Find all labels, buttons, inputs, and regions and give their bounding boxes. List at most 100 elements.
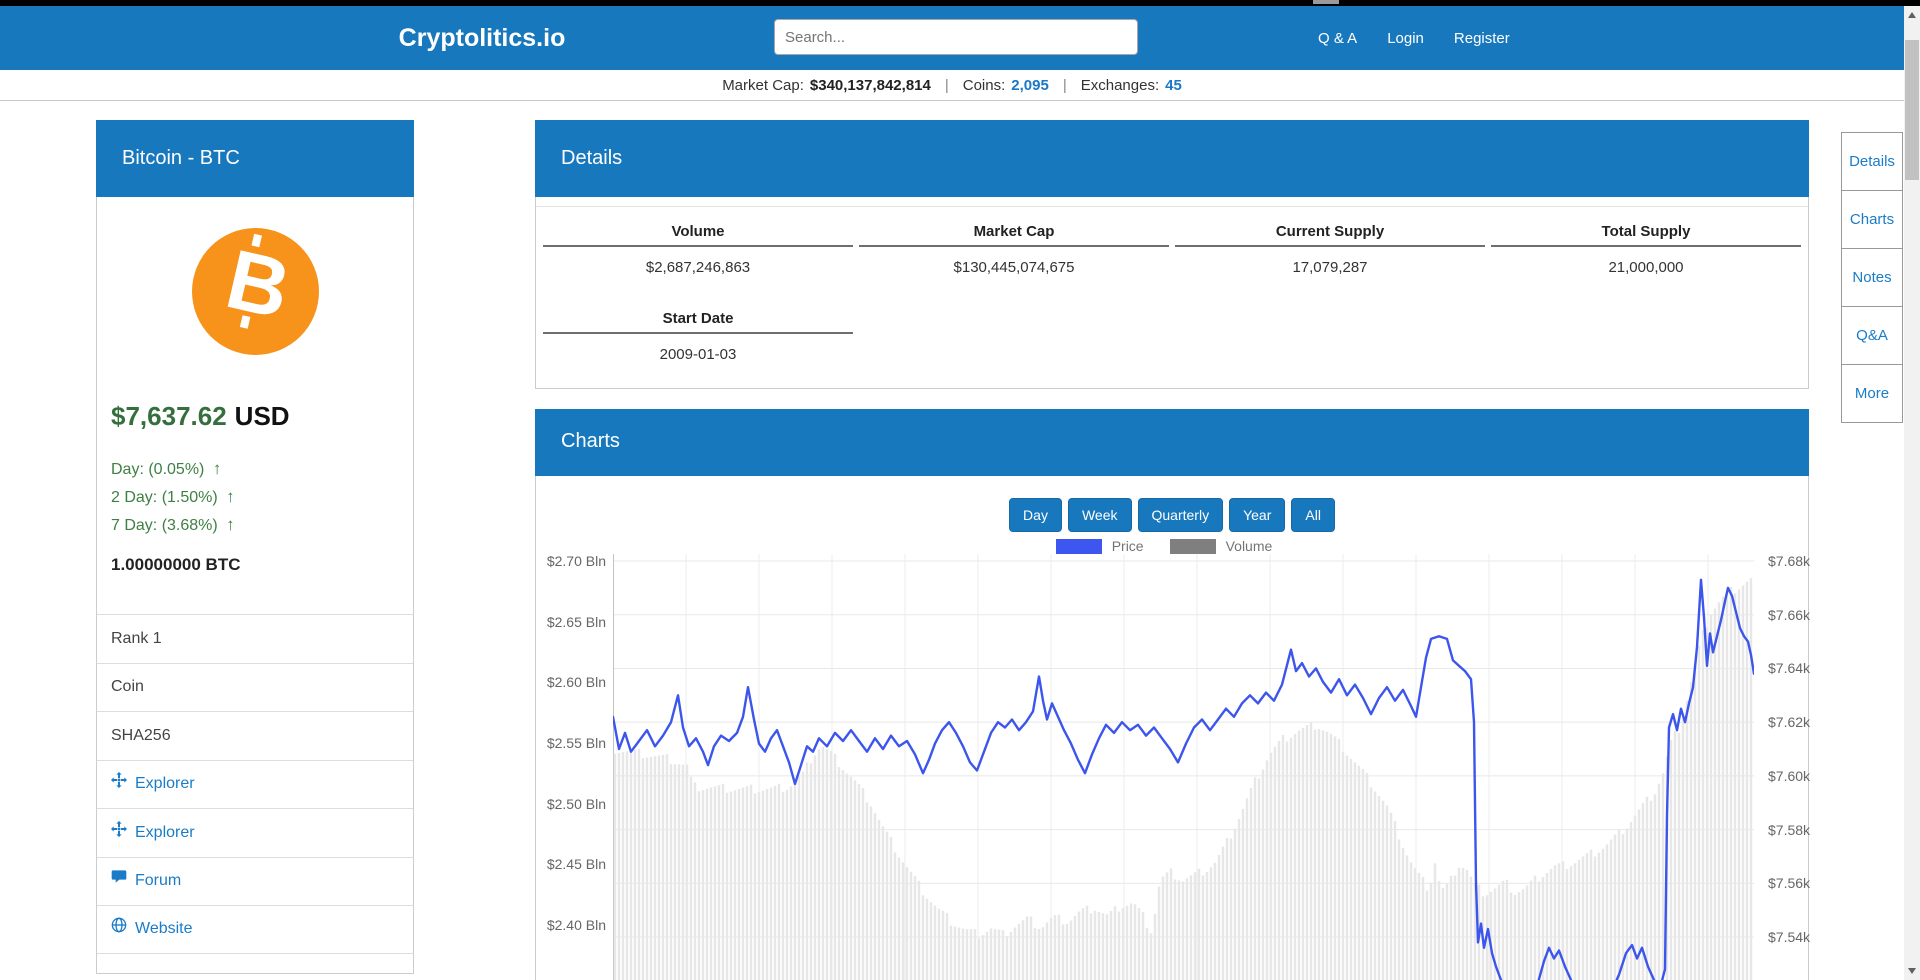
nav-link-register[interactable]: Register [1453,29,1510,47]
price-currency: USD [234,401,290,431]
details-col-header [859,294,1169,334]
details-panel-header: Details [535,120,1809,197]
stats-label: Market Cap: [722,76,804,94]
details-col-header: Market Cap [859,207,1169,247]
side-tab-notes[interactable]: Notes [1841,248,1903,307]
coin-row-label: Website [135,920,193,938]
scrollbar-thumb[interactable] [1905,40,1919,180]
range-button-quarterly[interactable]: Quarterly [1137,498,1224,532]
top-black-strip [0,0,1920,6]
nav-link-login[interactable]: Login [1387,29,1424,47]
change-row: 7 Day: (3.68%) ↑ [111,515,235,534]
details-header-row2: Start Date [536,294,1808,334]
left-axis-tick: $2.45 Bln [546,856,606,873]
coin-link-explorer[interactable]: Explorer [97,759,413,809]
charts-panel-header: Charts [535,409,1809,476]
details-col-header [1175,294,1485,334]
stats-bar: Market Cap: $340,137,842,814 | Coins: 2,095 |… [0,70,1904,101]
left-axis-tick: $2.70 Bln [546,553,606,569]
chart-right-axis-labels: $7.68k $7.66k $7.64k $7.62k $7.60k $7.58k $7.5… [1768,553,1828,980]
scrollbar[interactable] [1904,6,1920,980]
legend-swatch-price[interactable] [1055,538,1102,554]
arrow-up-icon: ↑ [226,515,235,534]
bitcoin-logo-icon: B [192,228,319,355]
details-value-row2: 2009-01-03 [536,334,1808,381]
charts-panel-title: Charts [561,430,620,452]
details-col-header: Start Date [543,294,853,334]
details-col-value [1491,334,1801,381]
coin-link-website[interactable]: Website [97,905,413,954]
side-tab-stack: Details Charts Notes Q&A More [1841,132,1903,423]
arrows-icon [111,809,127,857]
chart-left-axis-labels: $2.70 Bln $2.65 Bln $2.60 Bln $2.55 Bln $2.5… [536,553,606,980]
legend-swatch-volume[interactable] [1169,538,1216,554]
stats-label: Coins: [962,76,1006,94]
legend-label-volume[interactable]: Volume [1225,538,1273,554]
left-axis-tick: $2.50 Bln [546,795,606,812]
legend-label-price[interactable]: Price [1111,538,1144,554]
chart-legend: Price Volume [536,538,1808,554]
right-axis-tick: $7.56k [1768,875,1811,892]
nav-link-qa[interactable]: Q & A [1318,29,1358,47]
scrollbar-down-arrow-icon[interactable] [1908,968,1916,974]
coin-price: $7,637.62 USD [111,401,290,432]
stats-value[interactable]: 45 [1165,76,1182,94]
side-tab-charts[interactable]: Charts [1841,190,1903,249]
coin-link-explorer[interactable]: Explorer [97,808,413,857]
stats-value[interactable]: 2,095 [1011,76,1049,94]
range-button-week[interactable]: Week [1067,498,1132,532]
details-col-value: $2,687,246,863 [645,259,751,276]
details-col-value: 21,000,000 [1608,259,1684,276]
details-col-value: 17,079,287 [1292,259,1368,276]
chart-plot-area [613,554,1754,980]
comment-icon [111,857,127,905]
brand-title[interactable]: Cryptolitics.io [398,24,566,52]
coin-link-forum[interactable]: Forum [97,856,413,906]
scrollbar-up-arrow-icon[interactable] [1908,12,1916,18]
coin-card-title: Bitcoin - BTC [122,147,240,169]
right-axis-tick: $7.62k [1768,714,1811,731]
details-col-header [1491,294,1801,334]
bitcoin-b-glyph: B [218,231,299,337]
details-col-value: 2009-01-03 [659,346,737,363]
details-header-row: Volume Market Cap Current Supply Total Supp… [536,207,1808,247]
coin-row-label: SHA256 [111,726,171,744]
coin-row-label: Forum [135,872,182,890]
side-tab-details[interactable]: Details [1841,132,1903,191]
right-axis-tick: $7.64k [1768,660,1811,677]
details-col-value [1175,334,1485,381]
range-button-day[interactable]: Day [1009,498,1062,532]
details-col-header: Total Supply [1491,207,1801,247]
details-col-header: Volume [543,207,853,247]
arrow-up-icon: ↑ [226,487,235,506]
left-axis-tick: $2.55 Bln [546,734,606,751]
coin-row-rank1: Rank 1 [97,614,413,663]
chart-plot-svg [613,554,1754,980]
left-axis-tick: $2.60 Bln [546,674,606,691]
side-tab-more[interactable]: More [1841,364,1903,423]
coin-row-label: Explorer [135,823,195,841]
browser-notch [1313,0,1339,4]
change-row: 2 Day: (1.50%) ↑ [111,487,235,506]
chart-range-buttons: Day Week Quarterly Year All [536,498,1808,532]
globe-icon [111,905,127,953]
unit-line: 1.00000000 BTC [111,555,241,574]
right-axis-tick: $7.60k [1768,767,1811,784]
range-button-all[interactable]: All [1291,498,1335,532]
search-input[interactable] [774,19,1138,55]
stats-label: Exchanges: [1080,76,1160,94]
left-axis-tick: $2.40 Bln [546,916,606,933]
details-col-header: Current Supply [1175,207,1485,247]
details-panel-title: Details [561,147,623,169]
right-axis-tick: $7.68k [1768,553,1811,569]
range-button-year[interactable]: Year [1229,498,1286,532]
details-table: Volume Market Cap Current Supply Total Supp… [536,206,1808,381]
right-axis-tick: $7.66k [1768,606,1811,623]
details-col-value [859,334,1169,381]
coin-row-coin: Coin [97,662,413,712]
side-tab-qa[interactable]: Q&A [1841,306,1903,365]
right-axis-tick: $7.58k [1768,821,1811,838]
navbar-links: Q & A Login Register [1318,6,1510,70]
details-value-row: $2,687,246,863 $130,445,074,675 17,079,287… [536,247,1808,294]
